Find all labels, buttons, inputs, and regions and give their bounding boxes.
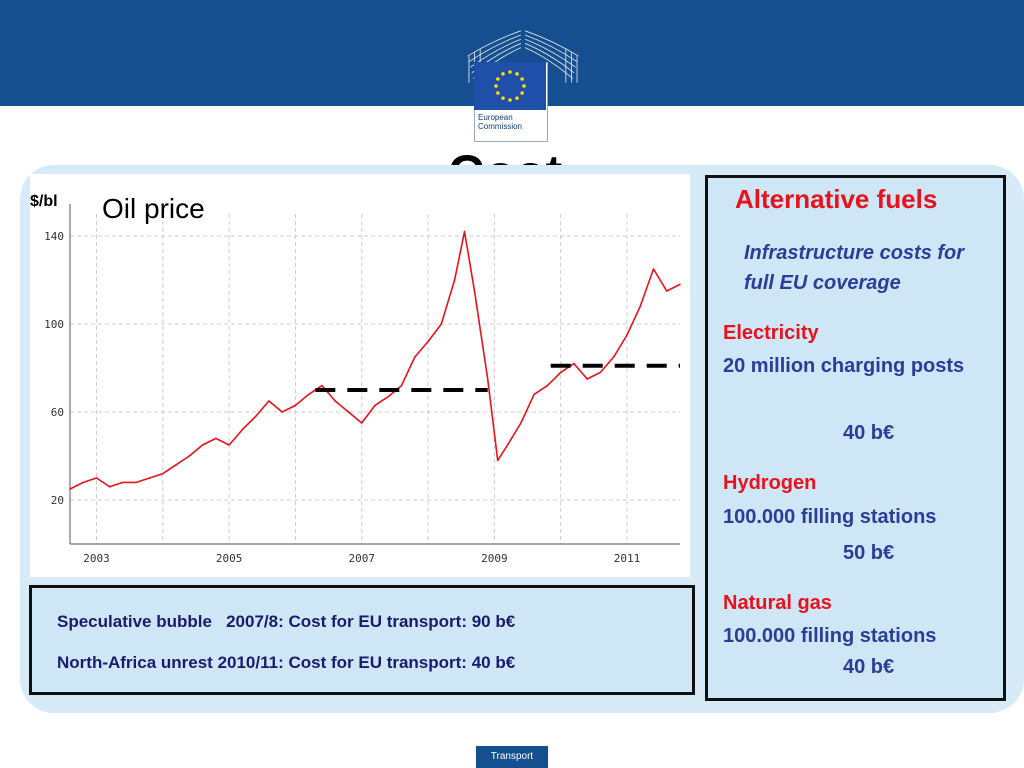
y-tick-label: 20 [51,494,64,507]
natural-gas-text: 100.000 filling stations [723,625,937,647]
oil-price-point [463,230,466,233]
x-tick-label: 2011 [614,552,641,565]
chart-title: Oil price [102,193,205,224]
hydrogen-text: 100.000 filling stations [723,506,937,528]
eu-star-icon [494,84,498,88]
y-tick-label: 140 [44,230,64,243]
electricity-text: 20 million charging posts [723,355,965,377]
chart-svg: 20 60 100 140 2003 2005 2007 2009 2011 Oil price $… [30,193,681,565]
oil-price-point [241,428,244,431]
eu-star-icon [496,77,500,81]
oil-price-point [188,455,191,457]
oil-price-point [122,481,124,484]
eu-flag-icon [474,62,546,110]
eu-star-icon [520,91,524,95]
oil-price-point [201,444,204,446]
oil-price-point [533,393,535,396]
eu-star-icon [515,96,519,100]
logo-line-2: Commission [478,122,523,131]
oil-price-point [427,340,429,343]
oil-price-point [108,486,111,488]
oil-price-point [374,404,376,407]
x-tick-label: 2009 [481,552,508,565]
oil-price-point [307,393,310,396]
chart-series [69,230,681,490]
oil-price-point [665,290,668,292]
x-tick-label: 2007 [348,552,375,565]
alternative-fuels-title: Alternative fuels [735,184,938,214]
electricity-value: 40 b€ [843,422,895,444]
oil-price-point [639,305,642,308]
y-tick-label: 100 [44,318,64,331]
oil-price-point [387,395,390,398]
oil-price-point [506,444,509,446]
oil-price-chart: 20 60 100 140 2003 2005 2007 2009 2011 Oil price $… [30,174,690,577]
eu-star-icon [501,96,505,100]
eu-star-icon [501,72,505,76]
oil-price-point [453,279,456,281]
eu-star-icon [520,77,524,81]
oil-price-point [254,415,257,418]
oil-price-point [82,481,85,484]
oil-price-point [546,384,549,387]
oil-price-point [135,481,138,484]
oil-price-point [400,384,403,387]
oil-price-point [95,477,98,479]
oil-price-point [679,283,681,286]
oil-price-point [281,411,283,413]
chart-axes [69,204,680,545]
electricity-heading: Electricity [723,322,819,344]
bubble-line-speculative: Speculative bubble 2007/8: Cost for EU t… [57,612,516,631]
hydrogen-value: 50 b€ [843,542,895,564]
oil-price-point [652,268,655,270]
oil-price-point [520,422,522,424]
oil-price-point [268,400,270,402]
oil-price-point [228,444,230,446]
bubble-cost-box: Speculative bubble 2007/8: Cost for EU t… [29,585,695,695]
x-tick-label: 2005 [216,552,243,565]
bubble-line-unrest: North-Africa unrest 2010/11: Cost for EU… [57,653,516,672]
oil-price-point [573,362,575,365]
y-tick-label: 60 [51,406,64,419]
alternative-fuels-subtitle: Infrastructure costs for full EU coverag… [744,242,965,294]
oil-price-point [294,404,297,407]
oil-price-point [347,411,350,413]
oil-price-point [413,356,416,358]
oil-price-point [626,334,628,336]
y-axis-label: $/bl [30,193,58,210]
oil-price-line [69,230,681,490]
eu-star-icon [522,84,526,88]
oil-price-point [148,477,151,479]
natural-gas-heading: Natural gas [723,592,832,614]
hydrogen-heading: Hydrogen [723,472,817,494]
x-tick-label: 2003 [83,552,110,565]
chart-grid [70,214,680,544]
alternative-fuels-box [705,175,1006,701]
oil-price-point [162,472,164,475]
oil-price-point [496,459,499,462]
oil-price-point [175,464,177,466]
chart-labels: 20 60 100 140 2003 2005 2007 2009 2011 Oil price $… [30,193,640,565]
eu-star-icon [508,98,512,102]
oil-price-point [215,437,217,440]
eu-star-icon [508,70,512,74]
oil-price-point [360,422,363,424]
oil-price-point [440,323,443,325]
chart-annotations [315,363,680,392]
oil-price-point [586,378,588,380]
oil-price-point [559,371,562,374]
oil-price-point [612,356,615,358]
natural-gas-value: 40 b€ [843,656,895,678]
footer-transport-label: Transport [476,746,548,768]
oil-price-point [69,488,71,490]
oil-price-point [334,400,337,402]
oil-price-point [486,378,489,380]
eu-star-icon [496,91,500,95]
oil-price-point [599,371,602,374]
oil-price-point [321,384,323,387]
logo-line-1: European [478,113,513,122]
eu-star-icon [515,72,519,76]
oil-price-point [473,290,476,292]
commission-logo-text: European Commission [478,113,522,131]
